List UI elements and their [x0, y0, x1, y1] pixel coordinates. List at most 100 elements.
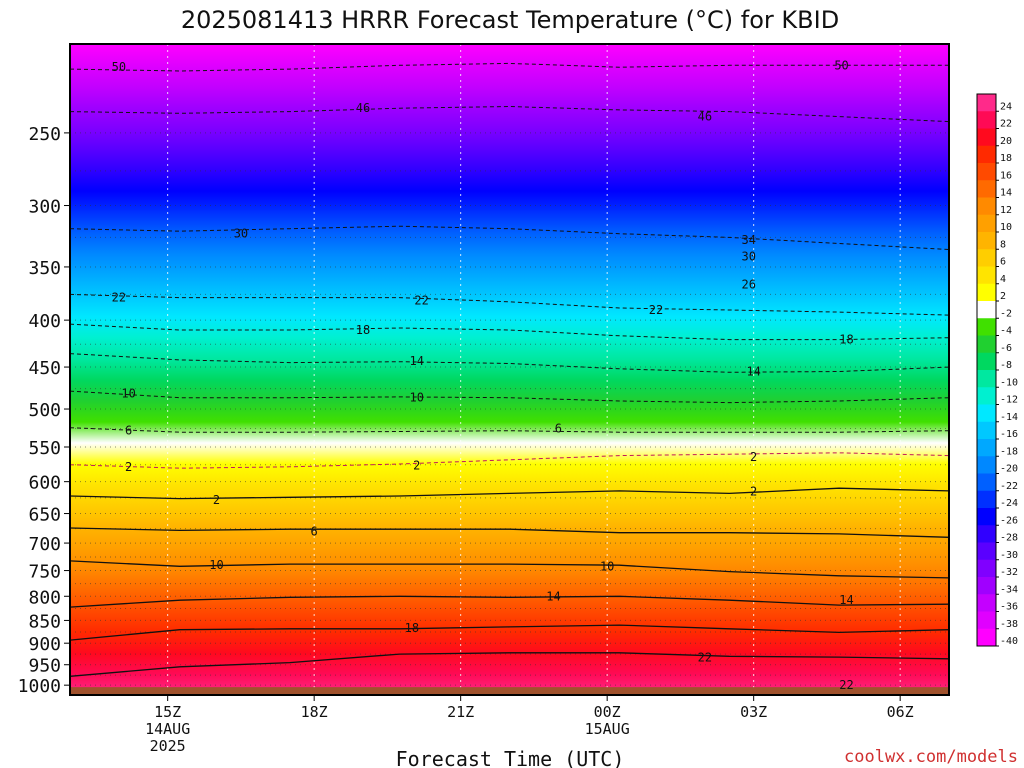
colorbar-swatch	[977, 94, 996, 112]
colorbar-label: -34	[1000, 584, 1018, 595]
x-tick-label: 06Z	[887, 703, 914, 721]
y-tick-label: 500	[28, 400, 61, 421]
colorbar-swatch	[977, 456, 996, 474]
x-tick-label: 2025	[150, 737, 186, 755]
colorbar-swatch	[977, 508, 996, 526]
isotherm-label: 30	[234, 227, 248, 241]
colorbar-label: 10	[1000, 222, 1012, 233]
colorbar-swatch	[977, 197, 996, 216]
colorbar-label: 18	[1000, 153, 1012, 164]
x-axis-label: Forecast Time (UTC)	[396, 747, 625, 768]
colorbar-swatch	[977, 111, 996, 129]
isotherm-label: 22	[649, 303, 663, 317]
chart-title: 2025081413 HRRR Forecast Temperature (°C…	[181, 6, 839, 34]
y-axis: 2503003504004505005506006507007508008509…	[18, 124, 70, 697]
colorbar-label: -32	[1000, 567, 1018, 578]
isotherm-label: 30	[742, 250, 756, 264]
colorbar-label: 22	[1000, 119, 1012, 130]
isotherm-label: 34	[742, 233, 756, 247]
colorbar-swatch	[977, 525, 996, 543]
isotherm-line	[70, 487, 949, 500]
colorbar-label: -26	[1000, 515, 1018, 526]
isotherm-label: 14	[839, 593, 853, 607]
colorbar-swatch	[977, 490, 996, 509]
y-tick-label: 650	[28, 505, 61, 526]
colorbar-swatch	[977, 301, 996, 319]
colorbar-swatch	[977, 335, 996, 354]
colorbar-label: 4	[1000, 274, 1006, 285]
isotherm-line	[70, 624, 949, 641]
colorbar-swatch	[977, 318, 996, 336]
isotherm-label: 46	[356, 101, 370, 115]
isotherm-label: 22	[414, 294, 428, 308]
colorbar-label: -16	[1000, 429, 1018, 440]
colorbar-label: -8	[1000, 360, 1012, 371]
colorbar-swatch	[977, 352, 996, 371]
isotherm-label: 22	[112, 291, 126, 305]
colorbar-swatch	[977, 611, 996, 630]
y-tick-label: 250	[28, 124, 61, 145]
colorbar-label: -28	[1000, 533, 1018, 544]
isotherm-label: 2	[750, 450, 757, 464]
colorbar-swatch	[977, 266, 996, 285]
y-tick-label: 450	[28, 358, 61, 379]
isotherm-label: 14	[746, 364, 760, 378]
colorbar-label: -22	[1000, 481, 1018, 492]
y-tick-label: 600	[28, 473, 61, 494]
colorbar-swatch	[977, 594, 996, 612]
isotherm-label: 2	[125, 460, 132, 474]
isotherm-label: 6	[125, 424, 132, 438]
isotherm-line	[70, 595, 949, 608]
colorbar-swatch	[977, 249, 996, 267]
y-tick-label: 400	[28, 311, 61, 332]
x-tick-label: 00Z	[594, 703, 621, 721]
colorbar-label: -20	[1000, 464, 1018, 475]
colorbar-label: -14	[1000, 412, 1018, 423]
colorbar-swatch	[977, 232, 996, 250]
colorbar-label: 8	[1000, 239, 1006, 250]
colorbar-swatch	[977, 163, 996, 181]
isotherm-label: 14	[546, 589, 560, 603]
plot-frame	[69, 43, 950, 696]
colorbar-swatch	[977, 214, 996, 233]
isotherm-label: 22	[698, 651, 712, 665]
colorbar-label: 20	[1000, 136, 1012, 147]
x-tick-label: 15Z	[154, 703, 181, 721]
terrain-below-ground	[70, 687, 949, 695]
colorbar-swatch	[977, 145, 996, 164]
colorbar-label: 2	[1000, 291, 1006, 302]
y-tick-label: 900	[28, 634, 61, 655]
colorbar-label: -30	[1000, 550, 1018, 561]
colorbar-label: -18	[1000, 446, 1018, 457]
colorbar-label: -24	[1000, 498, 1018, 509]
colorbar-label: -12	[1000, 395, 1018, 406]
colorbar-label: 24	[1000, 101, 1012, 112]
colorbar-label: -36	[1000, 602, 1018, 613]
isotherm-label: 18	[839, 333, 853, 347]
credit-text: coolwx.com/models	[844, 747, 1018, 767]
colorbar-swatch	[977, 370, 996, 388]
colorbar-swatch	[977, 180, 996, 198]
y-tick-label: 750	[28, 562, 61, 583]
isotherm-label: 22	[839, 678, 853, 692]
colorbar-swatch	[977, 628, 996, 647]
x-tick-label: 14AUG	[145, 720, 190, 738]
isotherm-label: 10	[209, 558, 223, 572]
isotherm-label: 18	[356, 323, 370, 337]
colorbar-label: 6	[1000, 257, 1006, 268]
colorbar-swatch	[977, 473, 996, 492]
isotherm-label: 26	[742, 278, 756, 292]
x-tick-label: 03Z	[740, 703, 767, 721]
isotherm-label: 14	[409, 354, 423, 368]
isotherm-label: 46	[698, 110, 712, 124]
y-tick-label: 550	[28, 438, 61, 459]
isotherm-label: 2	[213, 493, 220, 507]
y-tick-label: 1000	[18, 676, 61, 697]
y-tick-label: 300	[28, 197, 61, 218]
y-tick-label: 950	[28, 656, 61, 677]
y-tick-label: 350	[28, 258, 61, 279]
